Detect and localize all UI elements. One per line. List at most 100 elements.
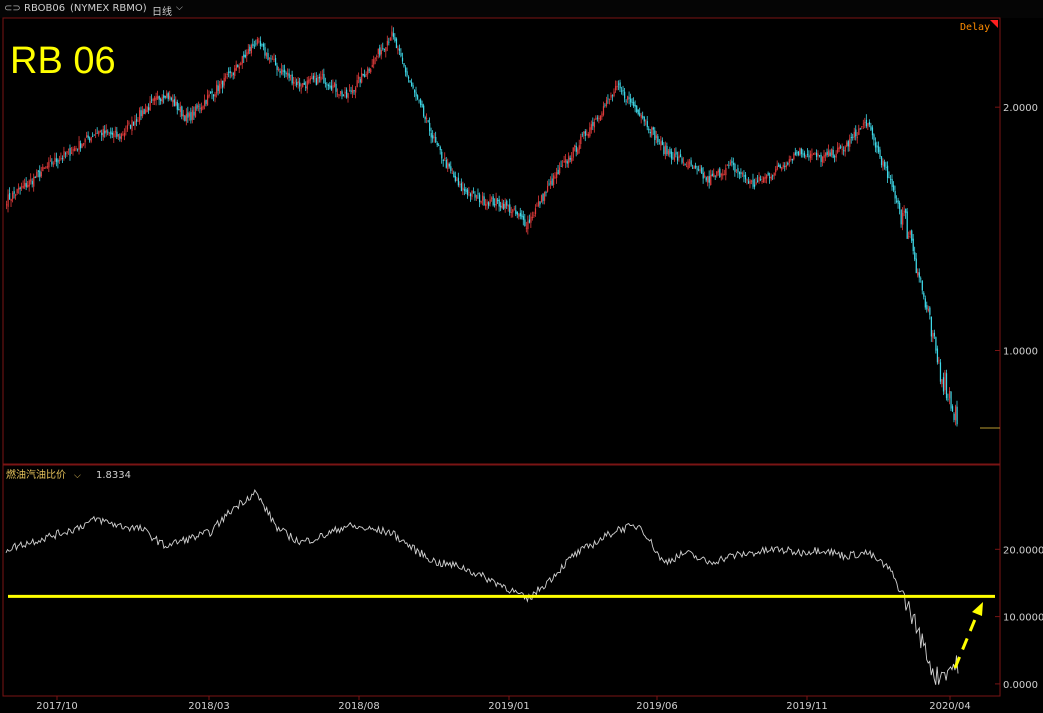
- candle-body: [380, 50, 382, 55]
- candle-body: [392, 33, 395, 37]
- candle-body: [172, 99, 174, 103]
- candle-body: [752, 179, 754, 187]
- candle-body: [64, 153, 67, 155]
- candle-body: [540, 195, 543, 203]
- candle-body: [655, 135, 657, 139]
- candle-body: [36, 171, 38, 178]
- candle-body: [741, 173, 744, 175]
- ratio-series: [5, 489, 959, 685]
- candle-body: [716, 171, 718, 177]
- candle-body: [377, 48, 379, 55]
- candle-body: [572, 147, 574, 158]
- candle-body: [228, 71, 230, 73]
- candle-body: [342, 95, 345, 97]
- candle-body: [240, 62, 242, 66]
- candle-body: [31, 181, 33, 185]
- candle-body: [293, 81, 295, 84]
- link-icon[interactable]: ⊂⊃: [4, 3, 21, 14]
- candle-body: [294, 80, 296, 82]
- candle-body: [352, 89, 354, 94]
- candle-body: [225, 76, 227, 78]
- candle-body: [823, 154, 825, 158]
- candle-body: [472, 191, 475, 193]
- candle-body: [787, 162, 789, 165]
- candle-body: [302, 83, 304, 87]
- candle-body: [809, 153, 812, 159]
- candle-body: [77, 148, 79, 150]
- candle-body: [164, 95, 166, 98]
- candle-body: [643, 116, 645, 122]
- candle-body: [651, 127, 653, 136]
- candle-body: [678, 155, 680, 159]
- candle-body: [142, 110, 144, 117]
- candle-body: [610, 94, 612, 98]
- chevron-down-icon[interactable]: ⌵: [176, 3, 183, 13]
- candle-body: [531, 217, 534, 218]
- candle-body: [950, 391, 952, 409]
- candle-body: [500, 205, 502, 208]
- candle-body: [897, 200, 899, 204]
- candle-body: [631, 102, 633, 104]
- candle-body: [941, 379, 943, 385]
- candle-body: [732, 162, 735, 165]
- candle-body: [639, 113, 641, 116]
- candle-body: [463, 189, 466, 191]
- candle-body: [271, 58, 274, 60]
- candle-body: [803, 152, 806, 157]
- candle-body: [769, 177, 771, 178]
- candle-body: [49, 160, 52, 162]
- candle-body: [123, 132, 126, 137]
- symbol-label[interactable]: RBOB06: [24, 3, 66, 14]
- candle-body: [222, 80, 224, 88]
- candle-body: [710, 175, 712, 186]
- candle-body: [676, 156, 679, 161]
- candle-body: [879, 149, 881, 158]
- candle-body: [258, 40, 260, 42]
- candle-body: [542, 193, 544, 201]
- chevron-down-icon[interactable]: ⌵: [74, 471, 81, 481]
- candle-body: [135, 119, 138, 122]
- candle-body: [330, 85, 333, 90]
- candle-body: [667, 150, 670, 155]
- candle-body: [537, 201, 540, 206]
- candle-body: [486, 201, 488, 205]
- candle-body: [155, 96, 157, 100]
- candle-body: [846, 142, 848, 147]
- y-tick-label: 2.0000: [1003, 103, 1038, 114]
- candle-body: [580, 136, 582, 145]
- candle-body: [92, 136, 94, 138]
- period-label[interactable]: 日线: [152, 7, 172, 18]
- candle-body: [284, 69, 286, 73]
- candle-body: [149, 101, 151, 111]
- candle-body: [757, 180, 759, 182]
- candle-body: [187, 112, 189, 118]
- candle-body: [16, 189, 18, 194]
- candle-body: [652, 127, 654, 130]
- candle-body: [281, 69, 283, 74]
- candle-body: [918, 272, 920, 278]
- candle-body: [247, 49, 249, 54]
- x-tick-label: 2019/01: [488, 701, 530, 712]
- candle-body: [782, 165, 784, 167]
- candle-body: [179, 106, 181, 112]
- candle-body: [397, 47, 399, 51]
- candle-body: [423, 105, 425, 117]
- candle-body: [86, 135, 88, 138]
- candle-body: [264, 47, 266, 56]
- candle-body: [826, 151, 828, 155]
- candle-body: [525, 227, 528, 229]
- candle-body: [779, 165, 781, 168]
- candle-body: [288, 73, 290, 78]
- candle-body: [571, 157, 573, 162]
- candle-body: [182, 114, 185, 117]
- candle-body: [7, 194, 9, 207]
- indicator-name[interactable]: 燃油汽油比价: [6, 468, 66, 481]
- candle-body: [799, 148, 801, 156]
- candle-body: [206, 95, 209, 106]
- candle-body: [152, 98, 154, 102]
- candle-body: [107, 131, 109, 133]
- candle-body: [849, 138, 851, 147]
- candle-body: [714, 175, 716, 177]
- candle-body: [566, 161, 568, 164]
- candle-body: [584, 131, 586, 137]
